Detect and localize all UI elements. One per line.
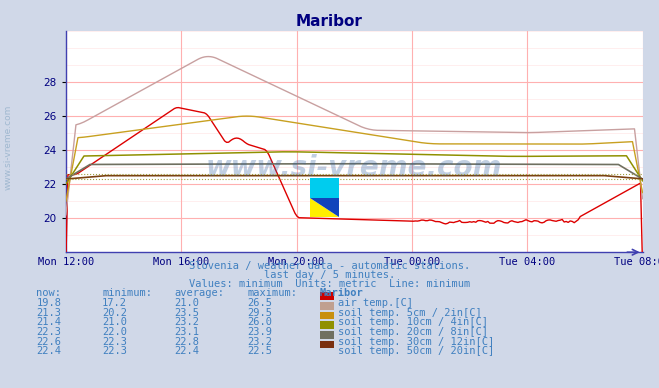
Text: www.si-vreme.com: www.si-vreme.com <box>4 105 13 190</box>
Text: 23.2: 23.2 <box>247 337 272 347</box>
Text: 20.2: 20.2 <box>102 308 127 318</box>
Text: Maribor: Maribor <box>296 14 363 29</box>
Text: 22.5: 22.5 <box>247 346 272 357</box>
Text: 22.8: 22.8 <box>175 337 200 347</box>
Text: 21.0: 21.0 <box>102 317 127 327</box>
Text: now:: now: <box>36 288 61 298</box>
Text: 22.3: 22.3 <box>102 346 127 357</box>
Text: 26.5: 26.5 <box>247 298 272 308</box>
Text: 29.5: 29.5 <box>247 308 272 318</box>
Text: soil temp. 10cm / 4in[C]: soil temp. 10cm / 4in[C] <box>338 317 488 327</box>
Text: Slovenia / weather data - automatic stations.: Slovenia / weather data - automatic stat… <box>189 261 470 271</box>
Text: 22.6: 22.6 <box>36 337 61 347</box>
Text: 21.0: 21.0 <box>175 298 200 308</box>
Polygon shape <box>310 198 339 217</box>
Text: soil temp. 5cm / 2in[C]: soil temp. 5cm / 2in[C] <box>338 308 482 318</box>
Text: 22.0: 22.0 <box>102 327 127 337</box>
Text: 17.2: 17.2 <box>102 298 127 308</box>
Text: 19.8: 19.8 <box>36 298 61 308</box>
Polygon shape <box>310 178 339 198</box>
Text: www.si-vreme.com: www.si-vreme.com <box>206 154 502 182</box>
Text: 21.3: 21.3 <box>36 308 61 318</box>
Text: Maribor: Maribor <box>320 288 363 298</box>
Text: air temp.[C]: air temp.[C] <box>338 298 413 308</box>
Text: 21.4: 21.4 <box>36 317 61 327</box>
Text: average:: average: <box>175 288 225 298</box>
Text: 22.4: 22.4 <box>175 346 200 357</box>
Text: 23.2: 23.2 <box>175 317 200 327</box>
Text: maximum:: maximum: <box>247 288 297 298</box>
Text: 22.3: 22.3 <box>102 337 127 347</box>
Text: 22.3: 22.3 <box>36 327 61 337</box>
Text: soil temp. 20cm / 8in[C]: soil temp. 20cm / 8in[C] <box>338 327 488 337</box>
Text: 23.9: 23.9 <box>247 327 272 337</box>
Text: soil temp. 50cm / 20in[C]: soil temp. 50cm / 20in[C] <box>338 346 494 357</box>
Text: 22.4: 22.4 <box>36 346 61 357</box>
Text: Values: minimum  Units: metric  Line: minimum: Values: minimum Units: metric Line: mini… <box>189 279 470 289</box>
Text: 23.1: 23.1 <box>175 327 200 337</box>
Text: soil temp. 30cm / 12in[C]: soil temp. 30cm / 12in[C] <box>338 337 494 347</box>
Text: 26.0: 26.0 <box>247 317 272 327</box>
Text: 23.5: 23.5 <box>175 308 200 318</box>
Polygon shape <box>310 198 339 217</box>
Text: minimum:: minimum: <box>102 288 152 298</box>
Text: last day / 5 minutes.: last day / 5 minutes. <box>264 270 395 280</box>
